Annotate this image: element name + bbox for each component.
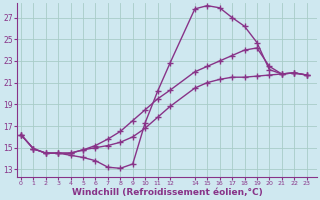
X-axis label: Windchill (Refroidissement éolien,°C): Windchill (Refroidissement éolien,°C) xyxy=(72,188,262,197)
